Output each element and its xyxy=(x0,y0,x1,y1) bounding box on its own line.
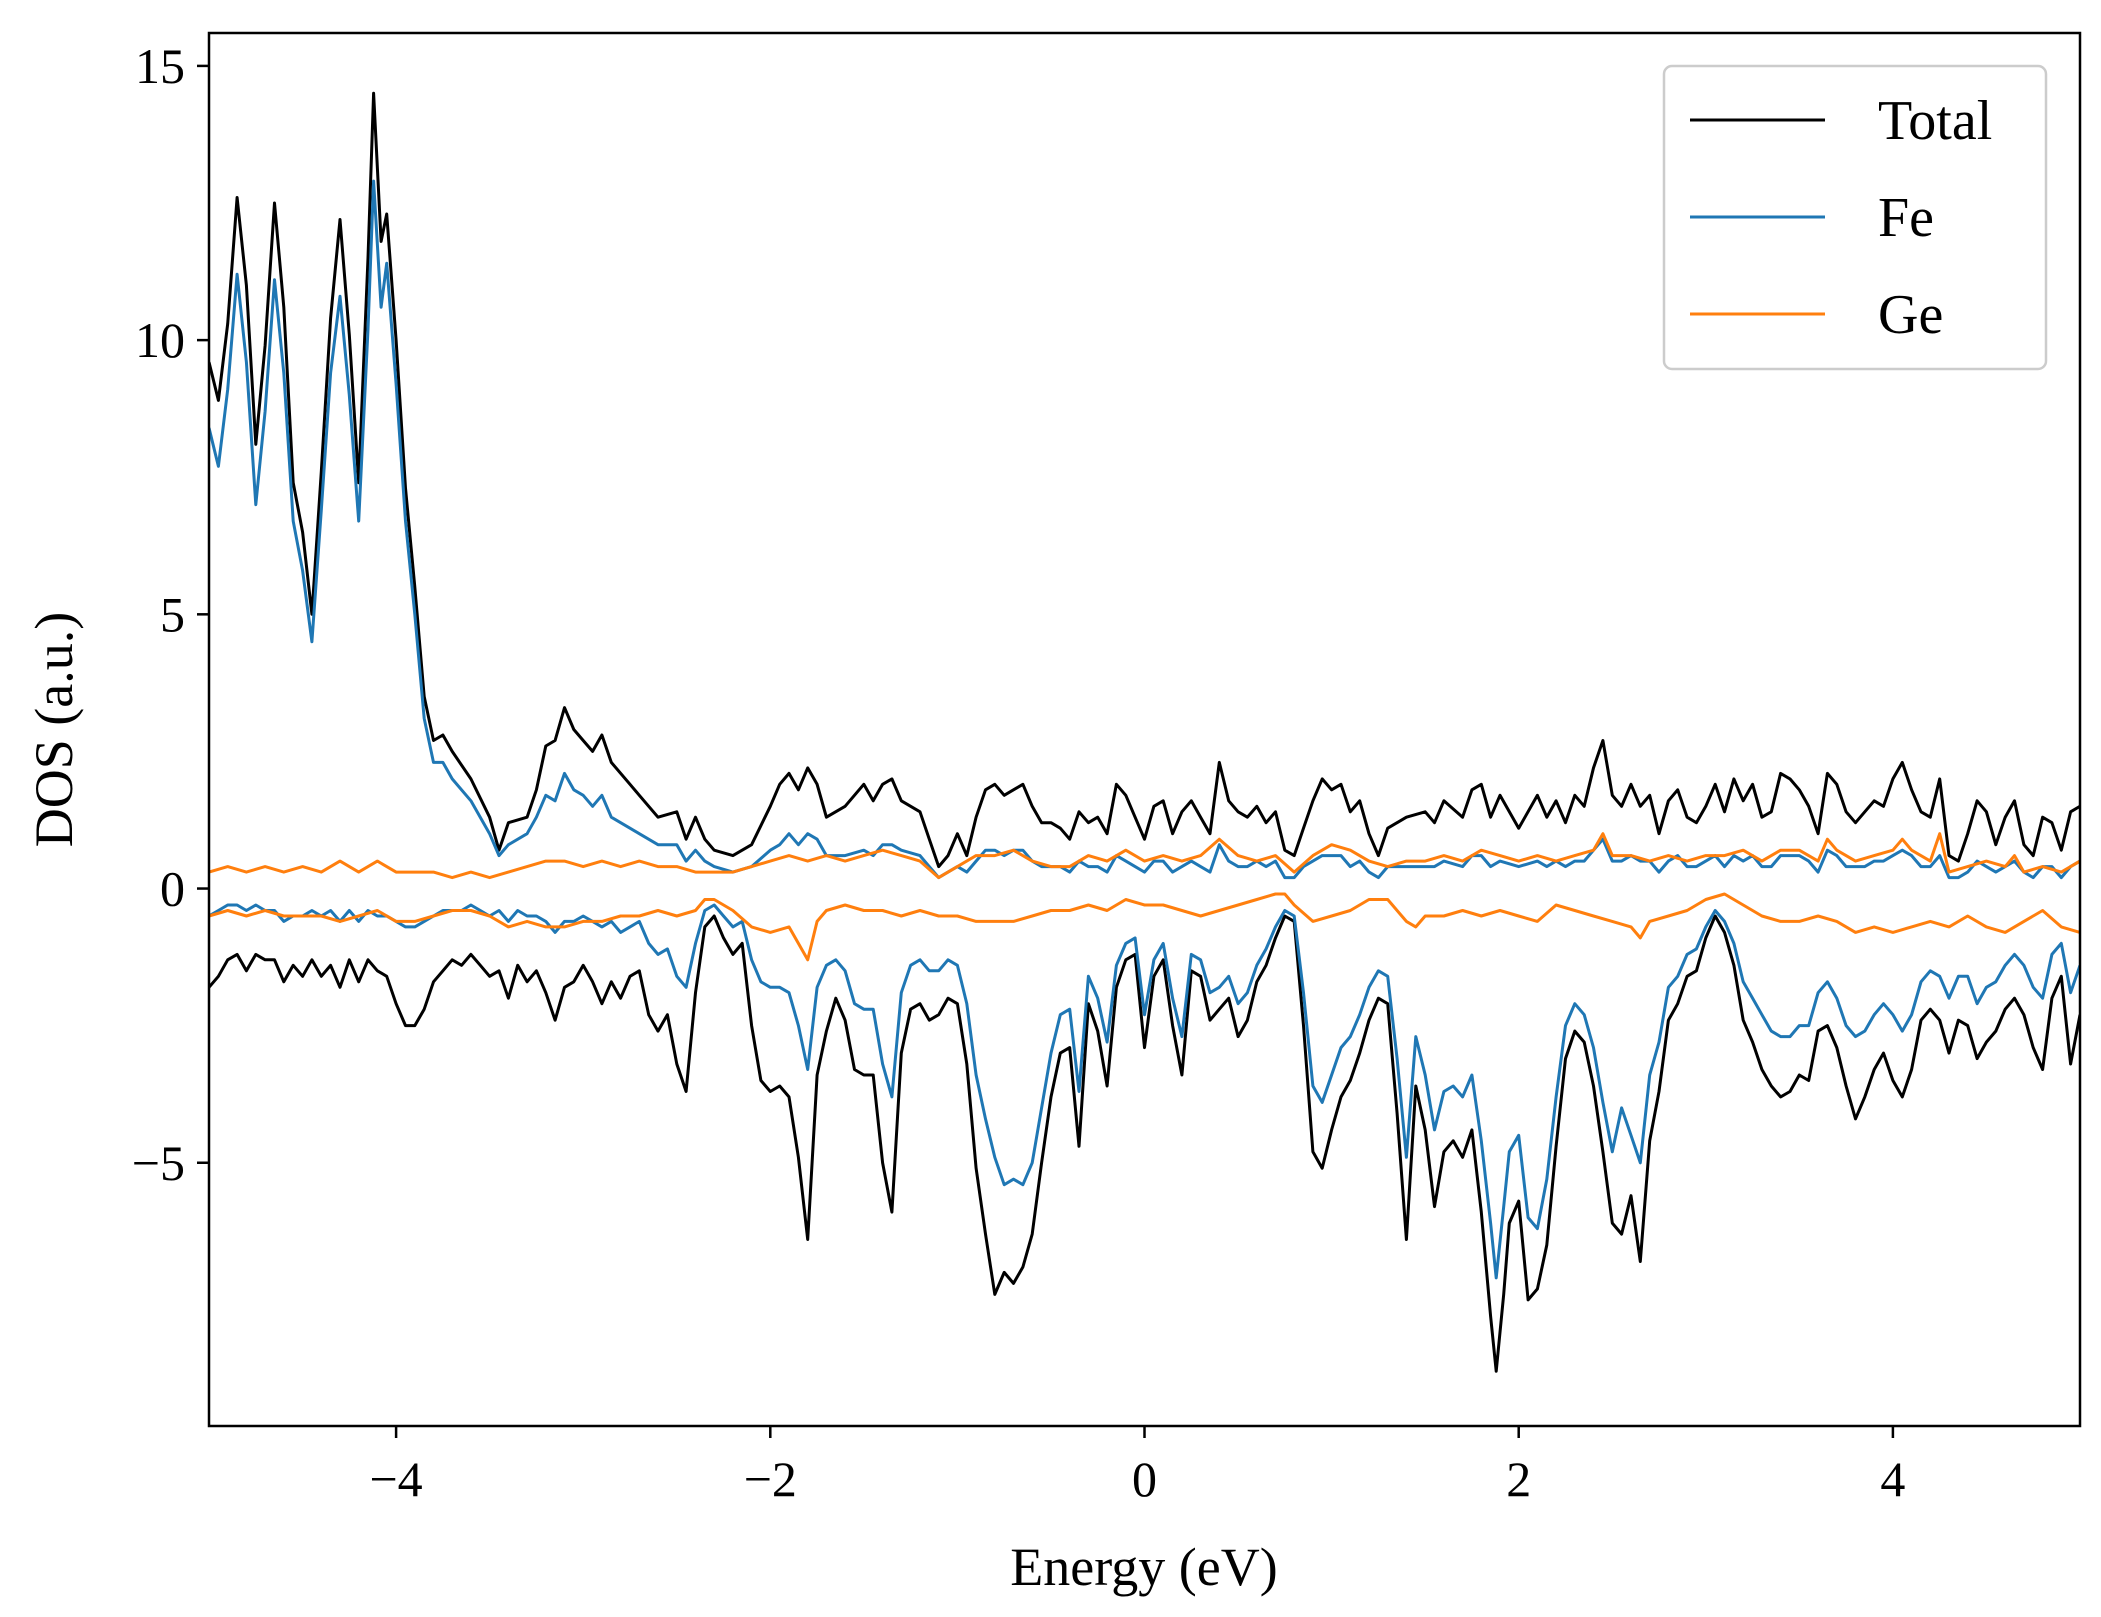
legend-label-fe: Fe xyxy=(1878,187,1934,249)
x-tick-label: 0 xyxy=(1132,1451,1157,1507)
y-tick-label: −5 xyxy=(132,1135,185,1191)
y-tick-label: 0 xyxy=(160,861,185,917)
x-tick-label: −4 xyxy=(369,1451,422,1507)
fe-spin-up-line xyxy=(209,179,2080,880)
y-axis: −5 0 5 10 15 xyxy=(132,38,209,1191)
legend-box xyxy=(1662,64,2048,371)
series-layer xyxy=(209,91,2080,1373)
legend-label-ge: Ge xyxy=(1878,284,1943,346)
x-tick-label: −2 xyxy=(744,1451,797,1507)
ge-spin-up-line xyxy=(209,832,2080,880)
ge-spin-down-line xyxy=(209,892,2080,962)
x-axis: −4 −2 0 2 4 xyxy=(369,1426,1905,1507)
y-tick-label: 15 xyxy=(135,38,185,94)
total-spin-up-line xyxy=(209,91,2080,869)
y-axis-label: DOS (a.u.) xyxy=(24,612,84,847)
y-tick-label: 5 xyxy=(160,586,185,642)
x-tick-label: 4 xyxy=(1880,1451,1905,1507)
legend: Total Fe Ge xyxy=(1662,64,2048,371)
y-tick-label: 10 xyxy=(135,312,185,368)
total-spin-down-line xyxy=(209,914,2080,1373)
x-axis-label: Energy (eV) xyxy=(1010,1537,1277,1597)
x-tick-label: 2 xyxy=(1506,1451,1531,1507)
legend-label-total: Total xyxy=(1878,90,1992,152)
fe-spin-down-line xyxy=(209,903,2080,1280)
